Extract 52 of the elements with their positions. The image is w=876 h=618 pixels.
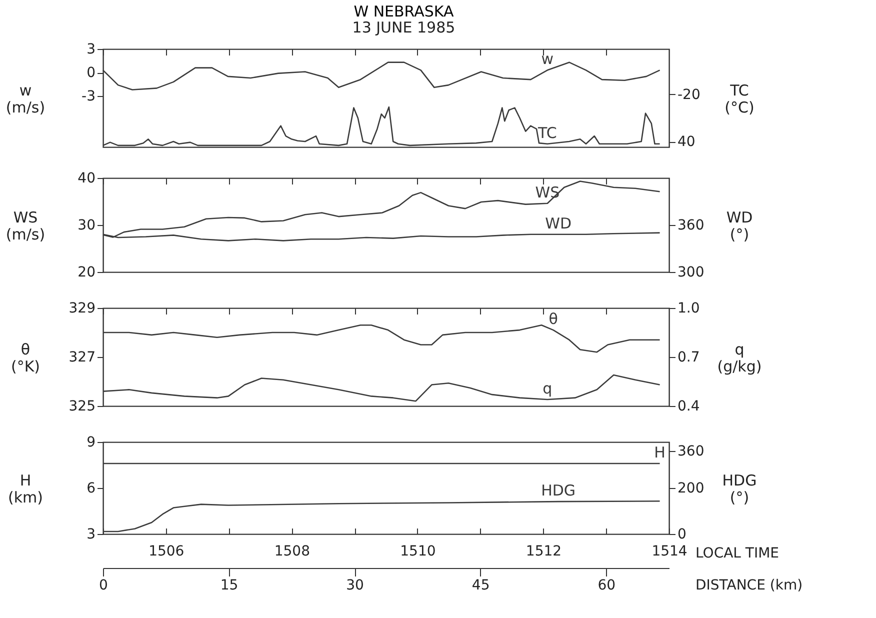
x-axis-title: DISTANCE (km) bbox=[696, 578, 803, 594]
y-axis-title: θ (°K) bbox=[10, 340, 40, 376]
y2-tick-label: 40 bbox=[678, 134, 696, 150]
x2-tick-label: 1512 bbox=[526, 544, 562, 560]
y2-tick-label: 300 bbox=[678, 264, 704, 280]
x2-tick-label: 1510 bbox=[400, 544, 436, 560]
y-tick-label: 327 bbox=[68, 350, 96, 366]
y-tick-label: -3 bbox=[82, 88, 96, 105]
series-label: WD bbox=[545, 214, 572, 232]
x-tick-label: 0 bbox=[99, 578, 108, 594]
x2-tick-label: 1506 bbox=[148, 544, 184, 560]
y-tick-label: 6 bbox=[86, 480, 96, 496]
y-tick-label: 30 bbox=[78, 218, 96, 234]
y2-tick-label: 1.0 bbox=[678, 300, 700, 316]
legend-label: H bbox=[654, 443, 666, 462]
legend-label: θ bbox=[548, 310, 558, 328]
legend-label: w bbox=[541, 50, 554, 68]
y2-axis-title: WD (°) bbox=[726, 208, 753, 244]
y-tick-label: 9 bbox=[86, 434, 96, 450]
x-tick-label: 45 bbox=[472, 578, 490, 594]
legend-label: WS bbox=[535, 183, 560, 202]
series-label: TC bbox=[537, 124, 557, 142]
series-label: HDG bbox=[541, 482, 576, 500]
y2-axis-title: HDG (°) bbox=[722, 472, 757, 506]
y-tick-label: 0 bbox=[86, 65, 96, 82]
x2-tick-label: 1514 bbox=[652, 544, 688, 560]
y2-tick-label: 0.7 bbox=[678, 350, 700, 366]
series-label: q bbox=[542, 379, 552, 398]
x-tick-label: 30 bbox=[346, 578, 364, 594]
y-axis-title: w (m/s) bbox=[6, 82, 46, 116]
y-tick-label: 3 bbox=[86, 526, 96, 542]
y2-axis-title: TC (°C) bbox=[724, 82, 754, 116]
y-tick-label: 329 bbox=[68, 300, 96, 316]
y-tick-label: 3 bbox=[86, 42, 96, 58]
y2-axis-title: q (g/kg) bbox=[717, 340, 762, 376]
y-axis-title: WS (m/s) bbox=[6, 208, 46, 244]
chart-title: W NEBRASKA bbox=[354, 2, 454, 20]
x2-axis-title: LOCAL TIME bbox=[696, 546, 780, 562]
y2-tick-label: 0 bbox=[678, 526, 686, 542]
y2-tick-label: 360 bbox=[678, 218, 704, 234]
y-tick-label: 40 bbox=[78, 170, 96, 186]
y2-tick-label: 0.4 bbox=[678, 398, 700, 414]
y-tick-label: 20 bbox=[78, 264, 96, 280]
y2-tick-label: 200 bbox=[678, 480, 704, 496]
y-tick-label: 325 bbox=[68, 398, 96, 414]
y2-tick-label: 360 bbox=[678, 444, 704, 460]
x2-tick-label: 1508 bbox=[274, 544, 310, 560]
x-tick-label: 15 bbox=[220, 578, 238, 594]
x-tick-label: 60 bbox=[598, 578, 616, 594]
y2-tick-label: -20 bbox=[678, 86, 700, 103]
y-axis-title: H (km) bbox=[8, 472, 44, 506]
chart-subtitle: 13 JUNE 1985 bbox=[352, 18, 456, 36]
